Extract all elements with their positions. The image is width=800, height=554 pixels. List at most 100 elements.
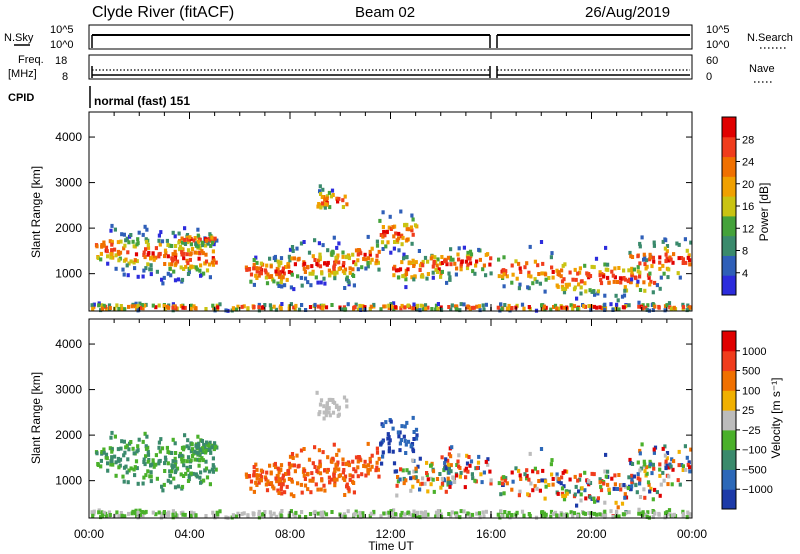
range-cell <box>505 481 509 486</box>
range-cell <box>207 444 211 449</box>
range-cell <box>174 253 178 258</box>
range-cell <box>268 463 272 468</box>
range-cell <box>549 462 553 467</box>
range-cell <box>318 264 323 269</box>
range-cell <box>426 259 430 264</box>
range-cell <box>173 249 177 254</box>
range-cell <box>647 275 651 280</box>
range-cell <box>287 304 291 309</box>
range-cell <box>204 514 208 518</box>
range-cell <box>538 281 542 286</box>
range-cell <box>446 476 450 481</box>
range-cell <box>277 478 281 483</box>
range-cell <box>505 274 509 279</box>
range-cell <box>648 252 652 257</box>
range-cell <box>368 467 372 472</box>
range-cell <box>446 255 451 260</box>
range-cell <box>412 469 416 474</box>
range-cell <box>330 510 334 514</box>
range-cell <box>257 302 261 307</box>
range-cell <box>632 474 636 479</box>
range-cell <box>469 459 474 464</box>
range-cell <box>244 472 248 477</box>
range-cell <box>115 303 119 308</box>
range-cell <box>356 465 360 470</box>
range-cell <box>105 249 109 254</box>
range-cell <box>676 271 680 276</box>
range-cell <box>297 256 301 261</box>
range-cell <box>231 306 235 311</box>
range-cell <box>171 509 175 514</box>
range-cell <box>276 281 280 286</box>
range-cell <box>388 438 392 443</box>
range-cell <box>210 235 214 240</box>
range-cell <box>135 449 139 454</box>
range-cell <box>319 205 323 210</box>
range-cell <box>254 273 258 278</box>
range-cell <box>425 471 429 475</box>
range-cell <box>689 240 693 245</box>
range-cell <box>316 304 320 309</box>
range-cell <box>628 457 632 462</box>
range-cell <box>571 513 575 518</box>
range-cell <box>356 514 360 519</box>
range-cell <box>412 277 416 282</box>
range-cell <box>565 469 569 474</box>
range-cell <box>687 460 691 465</box>
range-cell <box>622 512 626 517</box>
range-cell <box>117 307 121 311</box>
range-cell <box>348 270 352 275</box>
colorbar-swatch <box>722 331 736 352</box>
range-cell <box>281 473 285 478</box>
range-cell <box>136 510 140 515</box>
range-cell <box>134 459 139 464</box>
range-cell <box>168 262 172 267</box>
range-cell <box>252 511 256 516</box>
range-cell <box>543 496 547 501</box>
range-cell <box>126 480 130 485</box>
range-cell <box>448 484 452 489</box>
range-cell <box>613 266 617 271</box>
range-cell <box>579 492 583 497</box>
range-cell <box>197 441 201 446</box>
range-cell <box>444 489 448 494</box>
range-cell <box>303 270 307 274</box>
range-cell <box>599 281 604 286</box>
range-cell <box>337 474 341 479</box>
range-cell <box>477 454 481 459</box>
range-cell <box>257 308 261 313</box>
range-cell <box>557 477 561 482</box>
range-cell <box>637 507 641 512</box>
range-cell <box>616 505 620 510</box>
range-cell <box>630 462 635 466</box>
range-cell <box>417 249 421 253</box>
range-cell <box>606 482 610 487</box>
range-cell <box>632 267 636 272</box>
range-cell <box>409 261 413 265</box>
range-cell <box>354 455 359 460</box>
range-cell <box>550 458 554 463</box>
range-cell <box>323 488 327 493</box>
range-cell <box>142 457 146 462</box>
range-cell <box>110 223 114 228</box>
range-cell <box>412 513 416 518</box>
range-cell <box>598 270 602 275</box>
range-cell <box>345 398 349 403</box>
range-cell <box>563 493 568 498</box>
range-cell <box>522 513 526 518</box>
range-cell <box>402 256 406 261</box>
range-cell <box>133 266 137 271</box>
range-cell <box>163 254 167 259</box>
range-cell <box>444 259 448 264</box>
range-cell <box>144 239 149 244</box>
range-cell <box>392 461 397 466</box>
range-cell <box>401 235 405 240</box>
range-cell <box>113 513 117 518</box>
range-cell <box>670 513 675 518</box>
range-cell <box>92 509 96 514</box>
range-cell <box>466 511 470 516</box>
range-cell <box>599 488 604 493</box>
range-cell <box>154 255 158 260</box>
nave-tick-bottom: 0 <box>706 71 712 83</box>
colorbar-tick-label: 12 <box>742 223 754 235</box>
